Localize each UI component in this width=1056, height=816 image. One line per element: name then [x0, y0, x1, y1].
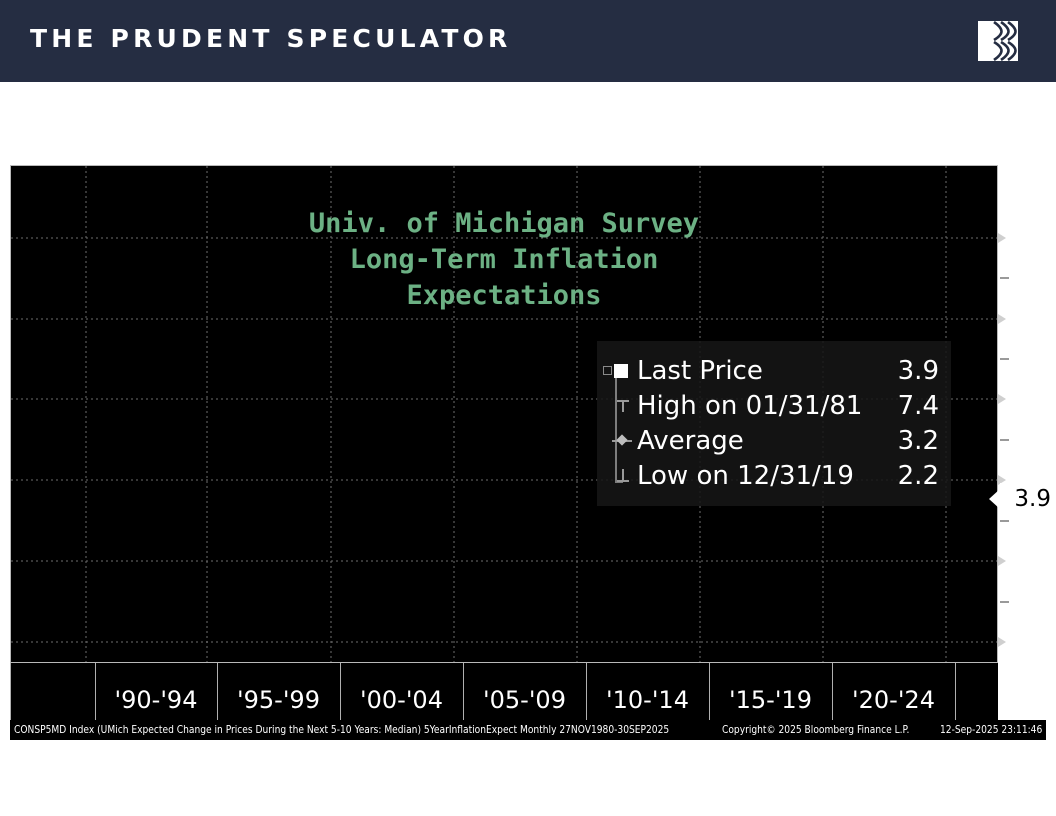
y-tick-label-7: 7.0	[1012, 224, 1049, 250]
x-axis-separator	[586, 663, 587, 720]
footer-timestamp: 12-Sep-2025 23:11:46	[940, 723, 1043, 736]
x-axis-separator	[10, 663, 11, 720]
legend-value-high: 7.4	[897, 390, 939, 421]
site-masthead: THE PRUDENT SPECULATOR	[0, 0, 1056, 82]
y-axis: 7.0 6.0 5.0 4.0 3.0 2.0 3.9	[989, 165, 1056, 663]
average-marker-icon	[609, 428, 635, 454]
y-tick-arrow-6	[998, 314, 1006, 324]
y-tick-arrow-7	[998, 233, 1006, 243]
y-tick-label-2: 2.0	[1012, 628, 1049, 654]
x-axis: '90-'94 '95-'99 '00-'04 '05-'09 '10-'14 …	[10, 663, 998, 720]
last-price-callout-value: 3.9	[1014, 486, 1051, 512]
y-tick-minor-45	[1000, 439, 1009, 441]
legend-label-high: High on 01/31/81	[637, 390, 863, 421]
footer-description: CONSP5MD Index (UMich Expected Change in…	[14, 723, 670, 736]
y-tick-arrow-5	[998, 394, 1006, 404]
legend-label-low: Low on 12/31/19	[637, 460, 854, 491]
high-marker-icon	[609, 393, 635, 419]
k-monogram-logo-icon	[978, 21, 1018, 61]
legend-label-last-price: Last Price	[637, 355, 763, 386]
y-tick-minor-65	[1000, 277, 1009, 279]
y-tick-minor-55	[1000, 358, 1009, 360]
low-marker-icon	[609, 463, 635, 489]
x-tick-label-2020-2024: '20-'24	[852, 686, 935, 714]
legend-row-last-price[interactable]: Last Price 3.9	[603, 353, 945, 388]
legend-value-last-price: 3.9	[897, 355, 939, 386]
x-tick-label-2000-2004: '00-'04	[360, 686, 443, 714]
x-tick-label-2010-2014: '10-'14	[606, 686, 689, 714]
legend-value-average: 3.2	[897, 425, 939, 456]
legend-label-average: Average	[637, 425, 744, 456]
chart-container: Univ. of Michigan Survey Long-Term Infla…	[10, 165, 998, 663]
x-tick-label-1995-1999: '95-'99	[237, 686, 320, 714]
chart-legend[interactable]: Last Price 3.9 High on 01/31/81 7.4 Aver…	[597, 341, 951, 506]
legend-row-average[interactable]: Average 3.2	[609, 423, 945, 458]
last-price-marker-icon	[603, 358, 635, 384]
y-tick-minor-25	[1000, 601, 1009, 603]
plot-area: Univ. of Michigan Survey Long-Term Infla…	[11, 166, 997, 662]
y-tick-label-6: 6.0	[1012, 305, 1049, 331]
x-axis-separator	[95, 663, 96, 720]
x-axis-separator	[340, 663, 341, 720]
x-axis-separator	[709, 663, 710, 720]
last-price-callout-badge: 3.9	[989, 483, 1056, 515]
x-axis-separator	[217, 663, 218, 720]
y-tick-minor-35	[1000, 520, 1009, 522]
chart-footer: CONSP5MD Index (UMich Expected Change in…	[10, 720, 1046, 740]
x-axis-separator	[463, 663, 464, 720]
x-axis-separator	[832, 663, 833, 720]
legend-value-low: 2.2	[897, 460, 939, 491]
x-tick-label-2015-2019: '15-'19	[729, 686, 812, 714]
legend-row-high[interactable]: High on 01/31/81 7.4	[609, 388, 945, 423]
page-title: THE PRUDENT SPECULATOR	[30, 24, 512, 53]
y-tick-label-5: 5.0	[1012, 385, 1049, 411]
x-axis-separator	[955, 663, 956, 720]
y-tick-arrow-2	[998, 637, 1006, 647]
y-tick-label-3: 3.0	[1012, 547, 1049, 573]
footer-copyright: Copyright© 2025 Bloomberg Finance L.P.	[722, 723, 910, 736]
legend-row-low[interactable]: Low on 12/31/19 2.2	[609, 458, 945, 493]
x-tick-label-2005-2009: '05-'09	[483, 686, 566, 714]
x-tick-label-1990-1994: '90-'94	[114, 686, 198, 714]
last-price-callout-arrow	[989, 489, 1000, 509]
y-tick-arrow-3	[998, 556, 1006, 566]
y-tick-arrow-4	[998, 475, 1006, 485]
